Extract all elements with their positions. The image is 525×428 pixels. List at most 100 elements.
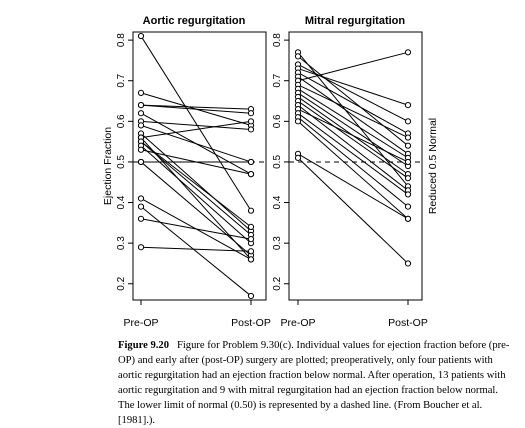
- patient-line: [297, 55, 409, 147]
- aortic-x-axis: Pre-OP Post-OP: [123, 300, 271, 329]
- patient-line: [297, 153, 409, 220]
- patient-line: [140, 206, 252, 297]
- post-op-point: [404, 134, 412, 141]
- pre-op-point: [137, 195, 145, 202]
- y-tick-label: 0.8: [116, 33, 127, 47]
- y-tick-label: 0.5: [272, 155, 283, 169]
- post-op-point: [247, 126, 255, 133]
- post-op-point: [404, 118, 412, 125]
- ejection-fraction-figure: Aortic regurgitation 0.20.30.40.50.60.70…: [102, 15, 439, 329]
- x-tick-label: Post-OP: [231, 317, 271, 329]
- pre-op-point: [137, 101, 145, 109]
- post-op-point: [247, 256, 255, 263]
- pre-op-point: [294, 154, 302, 161]
- aortic-panel-title: Aortic regurgitation: [143, 15, 246, 27]
- aortic-plot-frame: [132, 31, 267, 301]
- patient-line: [140, 141, 252, 228]
- patient-line: [140, 218, 252, 240]
- mitral-x-axis: Pre-OP Post-OP: [280, 300, 428, 329]
- pre-op-point: [137, 203, 145, 210]
- y-tick-label: 0.5: [116, 155, 127, 169]
- patient-line: [297, 116, 409, 207]
- y-tick-label: 0.8: [272, 33, 283, 47]
- patient-line: [140, 120, 252, 130]
- pre-op-point: [137, 146, 145, 153]
- mitral-plot-frame: [288, 31, 423, 301]
- pre-op-point: [137, 89, 145, 97]
- mitral-panel: Mitral regurgitation 0.20.30.40.50.60.70…: [272, 15, 439, 329]
- aortic-panel: Aortic regurgitation 0.20.30.40.50.60.70…: [102, 15, 271, 329]
- post-op-point: [247, 158, 255, 166]
- patient-line: [140, 161, 252, 256]
- y-tick-label: 0.7: [116, 73, 127, 87]
- caption-label: Figure 9.20: [118, 340, 170, 351]
- post-op-point: [404, 203, 412, 210]
- patient-line: [297, 64, 409, 122]
- patient-line: [297, 100, 409, 179]
- post-op-point: [404, 191, 412, 198]
- y-tick-label: 0.2: [116, 276, 127, 290]
- patient-line: [297, 112, 409, 195]
- post-op-point: [247, 110, 255, 117]
- patient-line: [140, 133, 252, 232]
- pre-op-point: [137, 32, 145, 40]
- figure-caption: Figure 9.20 Figure for Problem 9.30(c). …: [118, 338, 516, 428]
- pre-op-point: [137, 244, 145, 251]
- y-axis-label-left: Ejection Fraction: [102, 127, 114, 205]
- post-op-point: [404, 101, 412, 109]
- patient-line: [297, 104, 409, 191]
- post-op-point: [247, 292, 255, 300]
- patient-line: [297, 108, 409, 163]
- post-op-point: [404, 158, 412, 166]
- pre-op-point: [137, 215, 145, 222]
- patient-line: [297, 88, 409, 159]
- patient-line: [297, 68, 409, 106]
- patient-line: [140, 104, 252, 110]
- patient-line: [140, 35, 252, 211]
- y-axis-label-right: Reduced 0.5 Normal: [427, 118, 439, 214]
- patient-line: [297, 84, 409, 139]
- pre-op-point: [294, 118, 302, 125]
- patient-line: [140, 124, 252, 163]
- mitral-panel-title: Mitral regurgitation: [305, 15, 406, 27]
- x-tick-label: Post-OP: [388, 317, 428, 329]
- post-op-point: [247, 118, 255, 125]
- patient-line: [297, 157, 409, 264]
- pre-op-point: [137, 122, 145, 129]
- patient-line: [140, 104, 252, 114]
- post-op-point: [404, 260, 412, 267]
- pre-op-point: [137, 110, 145, 117]
- patient-line: [297, 92, 409, 167]
- x-tick-label: Pre-OP: [280, 317, 315, 329]
- aortic-y-axis: 0.2 0.3 0.4 0.5 0.6 0.7 0.8: [116, 33, 133, 291]
- y-tick-label: 0.3: [116, 236, 127, 250]
- y-tick-label: 0.3: [272, 236, 283, 250]
- post-op-point: [404, 142, 412, 149]
- post-op-point: [247, 223, 255, 231]
- patient-line: [140, 137, 252, 260]
- x-tick-label: Pre-OP: [123, 317, 158, 329]
- y-tick-label: 0.4: [272, 195, 283, 209]
- patient-line: [297, 120, 409, 220]
- post-op-point: [247, 171, 255, 178]
- aortic-patient-lines: [137, 32, 255, 300]
- y-tick-label: 0.6: [272, 114, 283, 128]
- y-tick-label: 0.6: [116, 114, 127, 128]
- y-tick-label: 0.4: [116, 195, 127, 209]
- y-tick-label: 0.7: [272, 73, 283, 87]
- patient-line: [297, 51, 409, 82]
- post-op-point: [247, 248, 255, 255]
- mitral-y-axis: 0.2 0.3 0.4 0.5 0.6 0.7 0.8: [272, 33, 289, 291]
- post-op-point: [404, 49, 412, 56]
- post-op-point: [247, 235, 255, 243]
- pre-op-point: [294, 53, 302, 60]
- patient-line: [297, 72, 409, 134]
- patient-line: [297, 76, 409, 155]
- patient-line: [140, 246, 252, 252]
- post-op-point: [404, 215, 412, 222]
- patient-line: [140, 120, 252, 139]
- post-op-point: [247, 207, 255, 214]
- y-tick-label: 0.2: [272, 276, 283, 290]
- patient-line: [140, 141, 252, 236]
- post-op-point: [404, 175, 412, 182]
